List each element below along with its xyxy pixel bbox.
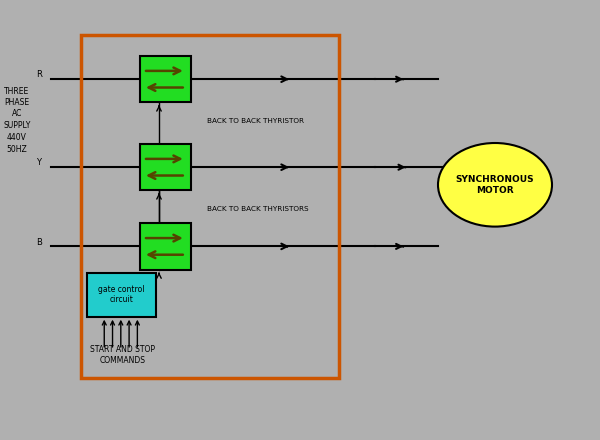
Bar [139,144,191,190]
Text: BACK TO BACK THYRISTOR: BACK TO BACK THYRISTOR [207,118,304,124]
Text: PHASE: PHASE [4,98,29,106]
Text: THREE: THREE [4,87,29,95]
Bar [87,273,156,317]
Text: Y: Y [37,158,41,167]
Bar [139,224,191,269]
Text: BACK TO BACK THYRISTORS: BACK TO BACK THYRISTORS [207,206,308,212]
Text: SUPPLY: SUPPLY [3,121,31,130]
Bar [139,56,191,102]
Text: R: R [36,70,42,79]
Text: 440V: 440V [7,133,27,142]
Text: 50HZ: 50HZ [7,145,27,154]
Text: SYNCHRONOUS
MOTOR: SYNCHRONOUS MOTOR [455,175,535,194]
Text: AC: AC [11,109,22,117]
Bar [81,35,339,378]
Text: B: B [36,238,42,246]
Circle shape [438,143,552,227]
Text: gate control
circuit: gate control circuit [98,285,145,304]
Text: START AND STOP
COMMANDS: START AND STOP COMMANDS [91,345,155,365]
